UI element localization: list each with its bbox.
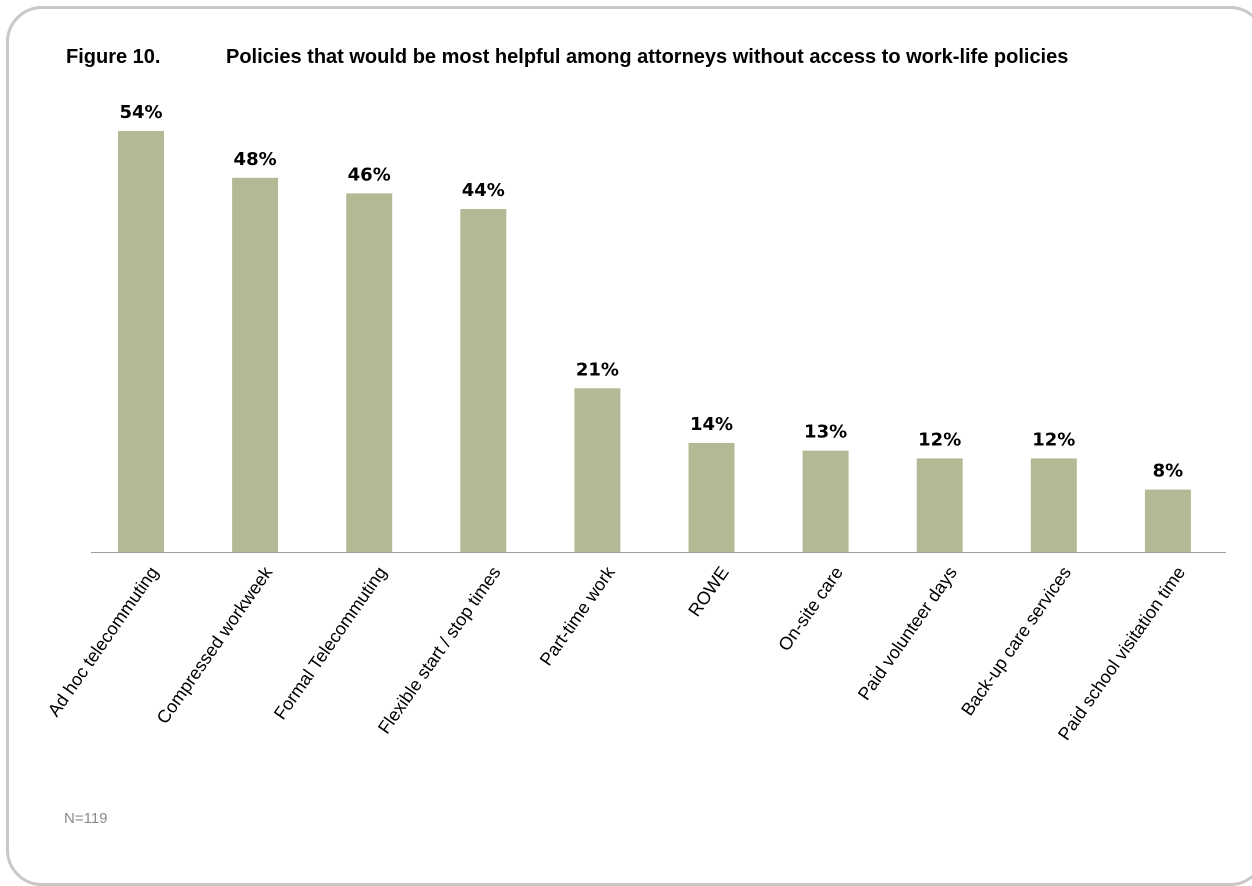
figure-title: Figure 10. Policies that would be most he…: [66, 46, 1068, 69]
bar: [916, 458, 963, 552]
bar-chart: 54% Ad hoc telecommuting 48% Compressed wor…: [44, 102, 1226, 744]
bar-value-label: 48%: [234, 149, 277, 170]
bar-value-label: 46%: [348, 164, 391, 185]
bar: [118, 131, 164, 552]
bar: [232, 177, 279, 553]
bar-value-label: 14%: [690, 414, 733, 435]
bar-value-label: 44%: [462, 180, 505, 201]
bar-value-label: 12%: [1032, 429, 1075, 450]
bar-value-label: 12%: [918, 429, 961, 450]
x-tick-label: Part-time work: [536, 562, 620, 669]
bar: [1030, 458, 1077, 552]
bar: [1144, 489, 1191, 552]
x-tick-label: Back-up care services: [957, 563, 1075, 720]
bar-value-label: 8%: [1153, 461, 1184, 482]
x-tick-label: Paid volunteer days: [854, 563, 961, 704]
x-tick-label: Flexible start / stop times: [374, 563, 505, 738]
x-tick-label: Formal Telecommuting: [270, 563, 391, 723]
bar-value-label: 54%: [119, 102, 162, 123]
figure-frame: [6, 6, 1252, 886]
sample-size-note: N=119: [64, 810, 108, 827]
bar-value-label: 13%: [804, 422, 847, 443]
x-tick-label: Compressed workweek: [153, 562, 277, 728]
x-tick-label: ROWE: [684, 563, 733, 620]
bar: [802, 450, 849, 552]
x-tick-label: On-site care: [774, 563, 847, 655]
bar: [688, 442, 735, 552]
x-tick-label: Paid school visitation time: [1054, 563, 1189, 744]
figure-title-text: Policies that would be most helpful amon…: [226, 46, 1069, 68]
x-tick-label: Ad hoc telecommuting: [44, 563, 163, 720]
bar: [574, 388, 621, 552]
bar: [460, 209, 507, 552]
bar: [346, 193, 393, 552]
bar-value-label: 21%: [576, 359, 619, 380]
figure-label: Figure 10.: [66, 46, 161, 68]
